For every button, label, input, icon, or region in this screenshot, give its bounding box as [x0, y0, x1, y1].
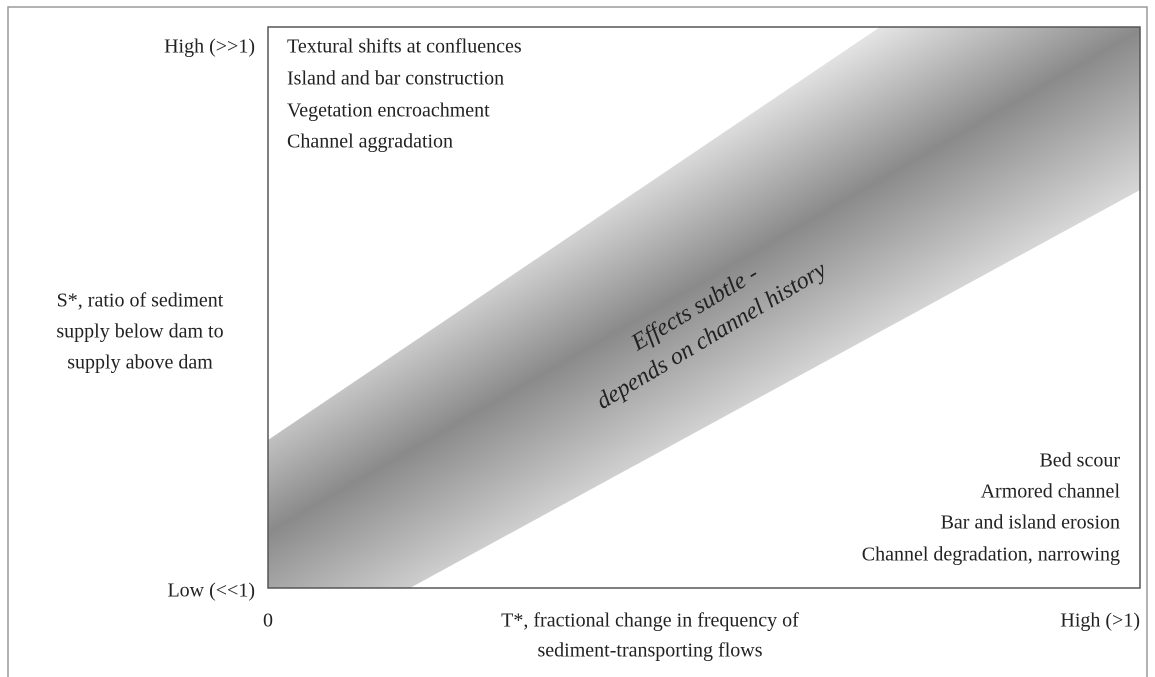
x-axis-label: T*, fractional change in frequency of	[501, 610, 799, 632]
region-item: Bar and island erosion	[941, 512, 1120, 534]
x-axis-label: sediment-transporting flows	[538, 640, 763, 662]
outer-frame	[7, 6, 1148, 677]
y-low-label: Low (<<1)	[167, 580, 255, 602]
x-high-label: High (>1)	[1060, 610, 1140, 632]
region-item: Island and bar construction	[287, 68, 504, 90]
y-axis-label: S*, ratio of sediment	[57, 290, 224, 312]
transition-band	[268, 27, 1140, 588]
region-item: Vegetation encroachment	[287, 100, 490, 122]
region-item: Channel aggradation	[287, 131, 453, 153]
y-axis-label: supply above dam	[67, 352, 213, 374]
region-item: Channel degradation, narrowing	[862, 544, 1120, 566]
region-item: Textural shifts at confluences	[287, 36, 522, 58]
y-high-label: High (>>1)	[164, 36, 255, 58]
plot-box	[267, 26, 1141, 589]
y-axis-label: supply below dam to	[56, 321, 223, 343]
region-item: Bed scour	[1039, 450, 1120, 472]
x-zero-label: 0	[263, 610, 273, 632]
region-item: Armored channel	[981, 481, 1121, 503]
